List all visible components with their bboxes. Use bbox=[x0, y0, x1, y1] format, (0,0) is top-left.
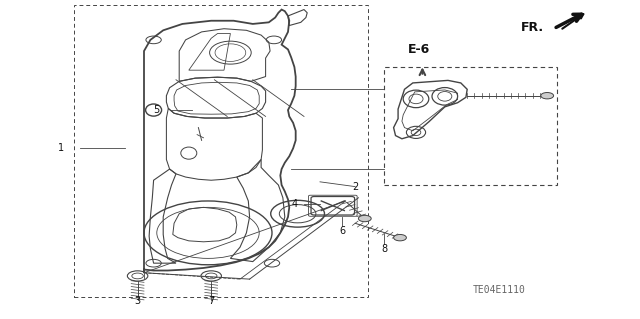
Text: 6: 6 bbox=[339, 226, 346, 236]
Text: 4: 4 bbox=[291, 199, 298, 209]
Text: E-6: E-6 bbox=[408, 43, 430, 56]
Text: FR.: FR. bbox=[521, 21, 544, 33]
Text: 2: 2 bbox=[352, 182, 358, 192]
Text: 8: 8 bbox=[381, 244, 387, 254]
Text: 5: 5 bbox=[154, 105, 160, 115]
Text: 1: 1 bbox=[58, 143, 64, 153]
Circle shape bbox=[358, 215, 371, 222]
Circle shape bbox=[394, 234, 406, 241]
Text: 7: 7 bbox=[208, 296, 214, 307]
Text: TE04E1110: TE04E1110 bbox=[473, 285, 525, 295]
Text: 3: 3 bbox=[134, 296, 141, 307]
Circle shape bbox=[541, 93, 554, 99]
